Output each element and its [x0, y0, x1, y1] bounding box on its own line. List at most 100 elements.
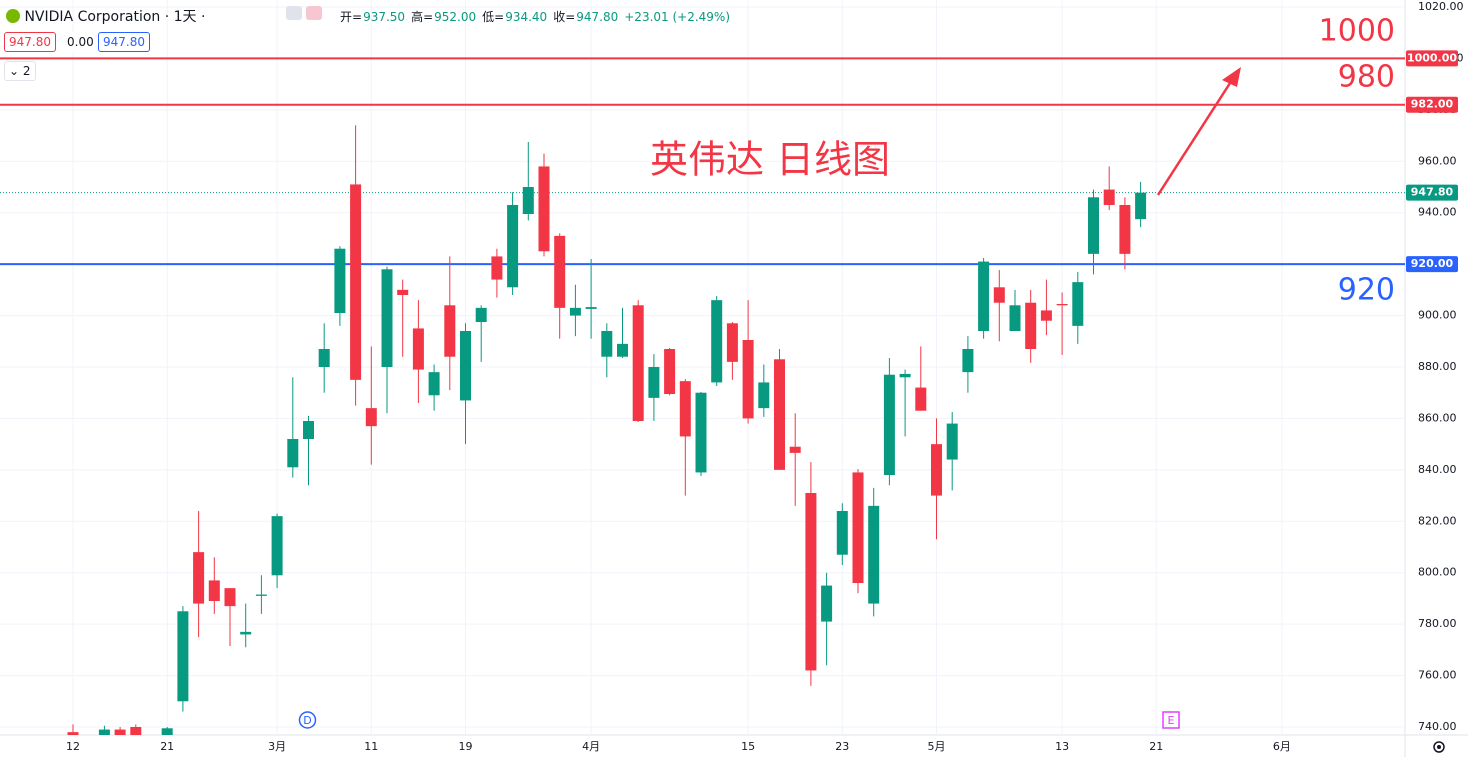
y-tick-label: 960.00	[1418, 154, 1457, 167]
ohlc-value: 952.00	[434, 10, 477, 24]
candle-body	[303, 421, 314, 439]
candle-body	[507, 205, 519, 288]
price-tag	[1406, 184, 1458, 201]
settings-icon[interactable]	[1433, 741, 1445, 753]
candle-body	[1088, 197, 1099, 254]
candle-body	[1009, 305, 1021, 331]
candle-body	[1025, 302, 1037, 349]
annotation: 980	[1338, 60, 1395, 95]
toolbar-icons[interactable]	[286, 6, 322, 23]
candle-body	[962, 349, 974, 373]
ohlc-label: 开=	[340, 10, 363, 24]
x-tick-label: 11	[364, 740, 378, 753]
candle-body	[742, 340, 754, 419]
candle-body	[287, 439, 299, 468]
ohlc-value: 947.80	[576, 10, 619, 24]
candle-body	[1119, 205, 1131, 254]
ohlc: 开=937.50 高=952.00 低=934.40 收=947.80 +23.01 (…	[340, 8, 731, 25]
event-marker	[1162, 711, 1180, 729]
candle-body	[1056, 304, 1068, 306]
candle-body	[899, 373, 911, 378]
price-box[interactable]: 947.80	[98, 32, 150, 52]
candle-body	[852, 472, 864, 583]
price-tag-label: 920.00	[1411, 257, 1454, 270]
candle-body	[522, 187, 534, 214]
candle-body	[538, 166, 550, 252]
candle-body	[255, 594, 267, 596]
candle-body	[460, 331, 471, 401]
x-tick-label: 21	[160, 740, 174, 753]
annotation: 1000	[1319, 14, 1395, 49]
levels	[0, 57, 1405, 266]
x-tick-label: 3月	[268, 740, 286, 753]
candle-body	[1072, 282, 1084, 326]
price-tag	[1406, 256, 1458, 273]
y-tick-label: 900.00	[1418, 309, 1457, 322]
candle-body	[271, 516, 283, 576]
annotation: 英伟达 日线图	[650, 138, 890, 182]
price-tag-label: 982.00	[1411, 98, 1454, 111]
candle-body	[428, 372, 440, 396]
x-tick-label: 21	[1149, 740, 1163, 753]
candle-body	[412, 328, 424, 370]
candle-body	[868, 505, 880, 604]
y-tick-label: 860.00	[1418, 411, 1457, 424]
y-tick-label: 1020.00	[1418, 0, 1464, 13]
candle-body	[1103, 189, 1115, 205]
y-tick-label: 820.00	[1418, 514, 1457, 527]
ohlc-label: 收=	[553, 10, 576, 24]
candles	[67, 125, 1147, 757]
x-tick-label: 19	[459, 740, 473, 753]
x-tick-label: 13	[1055, 740, 1069, 753]
candle-body	[475, 307, 487, 322]
candle-body	[585, 307, 597, 309]
indicator-count: 2	[22, 64, 31, 78]
candle-body	[648, 367, 660, 398]
candle-body	[883, 374, 895, 475]
candle-body	[444, 305, 456, 357]
symbol-title: NVIDIA Corporation · 1天 ·	[24, 9, 206, 25]
y-tick-label: 940.00	[1418, 206, 1457, 219]
candle-body	[569, 307, 581, 316]
candle-body	[240, 631, 252, 635]
y-tick-label: 760.00	[1418, 669, 1457, 682]
x-tick-label: 23	[835, 740, 849, 753]
x-tick-label: 6月	[1273, 740, 1291, 753]
candle-body	[177, 611, 189, 702]
candle-body	[946, 423, 958, 460]
price-box[interactable]: 947.80	[4, 32, 56, 52]
candle-body	[915, 387, 927, 411]
y-tick-label: 840.00	[1418, 463, 1457, 476]
y-tick-label: 740.00	[1418, 720, 1457, 733]
symbol-header: NVIDIA Corporation · 1天 ·	[6, 6, 205, 26]
price-tags: 1000.00 982.00 920.00 947.80	[1406, 50, 1458, 273]
event-label: D	[303, 714, 311, 727]
candle-body	[83, 748, 94, 757]
y-tick-label: 800.00	[1418, 566, 1457, 579]
arrow	[1156, 79, 1234, 196]
candle-body	[161, 728, 173, 735]
x-tick-label: 4月	[582, 740, 600, 753]
candle-body	[208, 580, 220, 601]
indicator-toggle[interactable]: ⌄ 2	[4, 61, 36, 81]
candle-body	[98, 729, 110, 735]
candle-body	[397, 289, 409, 295]
y-tick-label: 880.00	[1418, 360, 1457, 373]
price-tag-label: 947.80	[1411, 186, 1454, 199]
candle-body	[679, 381, 691, 437]
candle-body	[146, 745, 157, 757]
x-tick-label: 5月	[928, 740, 946, 753]
candle-body	[758, 382, 770, 409]
candle-body	[601, 331, 613, 357]
candle-body	[318, 349, 330, 367]
change: +23.01 (+2.49%)	[624, 10, 731, 24]
candle-body	[664, 349, 676, 394]
ohlc-value: 937.50	[363, 10, 406, 24]
candle-body	[130, 727, 142, 735]
candle-body	[365, 408, 377, 427]
price-box: 0.00	[62, 32, 99, 52]
candle-body	[774, 359, 785, 470]
